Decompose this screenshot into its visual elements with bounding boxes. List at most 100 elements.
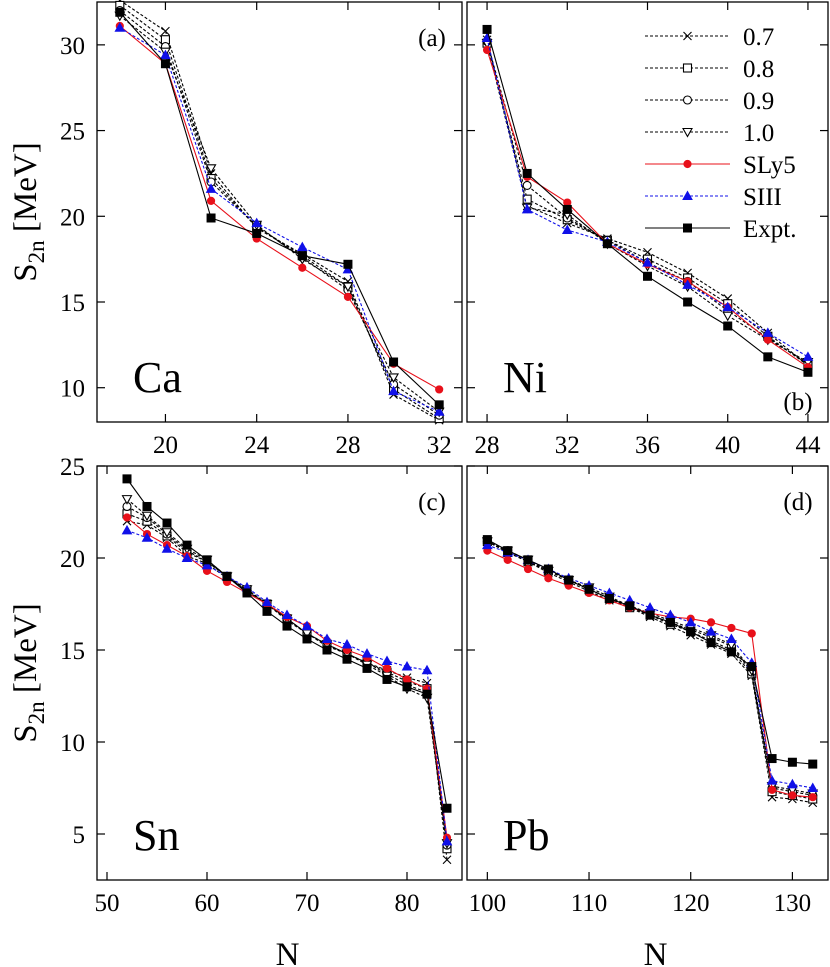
data-point bbox=[522, 168, 532, 178]
data-point bbox=[181, 552, 193, 562]
data-point bbox=[121, 495, 133, 505]
data-point bbox=[161, 528, 173, 538]
x-tick-label: 60 bbox=[195, 890, 220, 917]
series-siii bbox=[121, 524, 453, 846]
series-expt bbox=[115, 7, 444, 410]
element-label: Sn bbox=[133, 811, 179, 860]
data-point bbox=[767, 785, 777, 794]
data-point bbox=[481, 539, 493, 550]
data-point bbox=[142, 501, 152, 511]
data-point bbox=[361, 648, 373, 658]
series-line bbox=[119, 10, 440, 416]
data-point bbox=[115, 7, 125, 17]
data-point bbox=[262, 606, 272, 616]
series-07 bbox=[482, 537, 818, 808]
x-tick-label: 36 bbox=[635, 432, 660, 459]
legend-label: 1.0 bbox=[743, 120, 774, 147]
data-point bbox=[685, 616, 697, 627]
data-point bbox=[787, 757, 797, 767]
data-point bbox=[584, 584, 594, 594]
series-line bbox=[486, 37, 809, 358]
y-tick-label: 25 bbox=[60, 454, 85, 481]
data-point bbox=[421, 664, 433, 675]
legend-item: 0.8 bbox=[645, 56, 774, 83]
data-point bbox=[763, 352, 773, 362]
data-point bbox=[162, 518, 172, 528]
data-point bbox=[160, 59, 170, 69]
data-point bbox=[282, 621, 292, 631]
data-point bbox=[121, 524, 133, 535]
legend-item: 0.7 bbox=[645, 24, 774, 51]
x-tick-label: 28 bbox=[475, 432, 500, 459]
plot-frame bbox=[96, 1, 463, 423]
x-tick-label: 100 bbox=[469, 890, 507, 917]
data-point bbox=[434, 400, 444, 410]
data-point bbox=[201, 559, 213, 570]
legend-item: SLy5 bbox=[645, 152, 796, 179]
legend-item: 0.9 bbox=[645, 88, 774, 115]
data-point bbox=[665, 617, 675, 627]
data-point bbox=[433, 406, 445, 416]
panel-sn: 50 60 70 80 5 10 15 20 25 (c) Sn N S2n [MeV] bbox=[8, 454, 463, 967]
data-point bbox=[482, 45, 492, 55]
data-point bbox=[182, 540, 192, 550]
panel-label: (b) bbox=[783, 389, 812, 416]
data-point bbox=[763, 335, 772, 344]
data-point bbox=[222, 571, 232, 581]
legend-item: Expt. bbox=[645, 216, 796, 243]
data-point bbox=[722, 311, 734, 322]
data-point bbox=[122, 474, 132, 484]
series-line bbox=[119, 4, 440, 420]
data-point bbox=[301, 620, 313, 631]
legend-marker bbox=[683, 31, 692, 41]
data-point bbox=[522, 180, 532, 190]
panel-pb: 100 110 120 130 (d) Pb N bbox=[466, 465, 829, 967]
data-point bbox=[747, 629, 756, 638]
y-axis-label: S2n [MeV] bbox=[8, 142, 49, 281]
y-tick-label: 10 bbox=[60, 730, 85, 757]
data-point bbox=[321, 633, 333, 643]
series-line bbox=[487, 540, 813, 800]
plot-frame bbox=[96, 465, 463, 881]
series-line bbox=[126, 520, 448, 860]
element-label: Ca bbox=[133, 353, 182, 402]
y-axis-label: S2n [MeV] bbox=[8, 603, 49, 742]
data-point bbox=[561, 224, 573, 234]
data-point bbox=[402, 682, 412, 692]
data-point bbox=[604, 593, 614, 603]
series-line bbox=[119, 27, 440, 413]
data-point bbox=[807, 782, 819, 792]
data-point bbox=[261, 596, 273, 607]
data-point bbox=[322, 645, 332, 655]
element-label: Ni bbox=[503, 353, 547, 402]
data-point bbox=[726, 633, 737, 643]
x-axis-label: N bbox=[644, 937, 668, 967]
data-point bbox=[302, 634, 312, 644]
data-point bbox=[808, 759, 818, 769]
data-point bbox=[482, 24, 492, 34]
series-sly5 bbox=[122, 513, 452, 842]
data-point bbox=[705, 626, 717, 636]
series-expt bbox=[122, 474, 452, 813]
legend-marker bbox=[683, 223, 692, 233]
data-point bbox=[401, 661, 413, 671]
data-point bbox=[388, 373, 400, 384]
data-point bbox=[802, 351, 814, 361]
series-line bbox=[126, 529, 448, 842]
y-tick-label: 15 bbox=[60, 290, 85, 317]
x-tick-label: 32 bbox=[427, 432, 452, 459]
series-09 bbox=[122, 501, 452, 850]
data-point bbox=[727, 623, 736, 633]
data-point bbox=[362, 663, 372, 673]
data-point bbox=[141, 511, 153, 522]
x-tick-label: 20 bbox=[153, 432, 178, 459]
series-line bbox=[487, 544, 813, 789]
data-point bbox=[808, 793, 817, 802]
data-point bbox=[242, 588, 252, 598]
data-point bbox=[723, 321, 733, 331]
series-line bbox=[126, 478, 448, 809]
legend-marker bbox=[682, 95, 693, 105]
series-line bbox=[119, 11, 440, 406]
panel-label: (d) bbox=[783, 489, 812, 516]
legend-label: SLy5 bbox=[743, 152, 796, 179]
